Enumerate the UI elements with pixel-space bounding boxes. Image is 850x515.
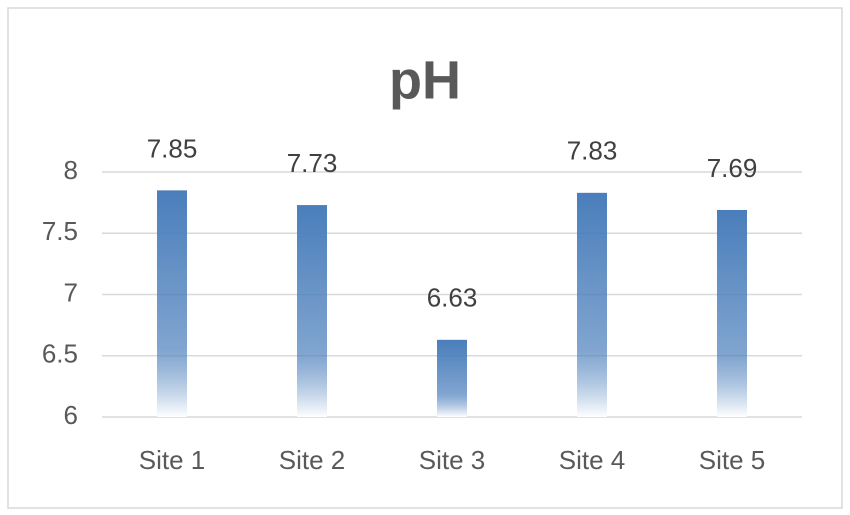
data-label: 7.83 — [567, 136, 618, 166]
y-tick-label: 7.5 — [42, 216, 78, 246]
y-tick-label: 6 — [64, 400, 78, 430]
data-label: 7.73 — [287, 148, 338, 178]
chart-title: pH — [389, 50, 461, 110]
y-tick-label: 6.5 — [42, 339, 78, 369]
x-tick-label: Site 3 — [419, 445, 486, 475]
y-tick-label: 8 — [64, 155, 78, 185]
bar — [437, 339, 467, 417]
chart-frame — [7, 7, 843, 509]
bar — [157, 190, 187, 417]
bar — [297, 205, 327, 417]
x-tick-label: Site 5 — [699, 445, 766, 475]
bar — [717, 209, 747, 417]
x-tick-label: Site 4 — [559, 445, 626, 475]
data-label: 7.85 — [147, 133, 198, 163]
x-tick-label: Site 2 — [279, 445, 346, 475]
x-tick-label: Site 1 — [139, 445, 206, 475]
y-tick-label: 7 — [64, 277, 78, 307]
bar — [577, 192, 607, 417]
data-label: 7.69 — [707, 153, 758, 183]
data-label: 6.63 — [427, 283, 478, 313]
